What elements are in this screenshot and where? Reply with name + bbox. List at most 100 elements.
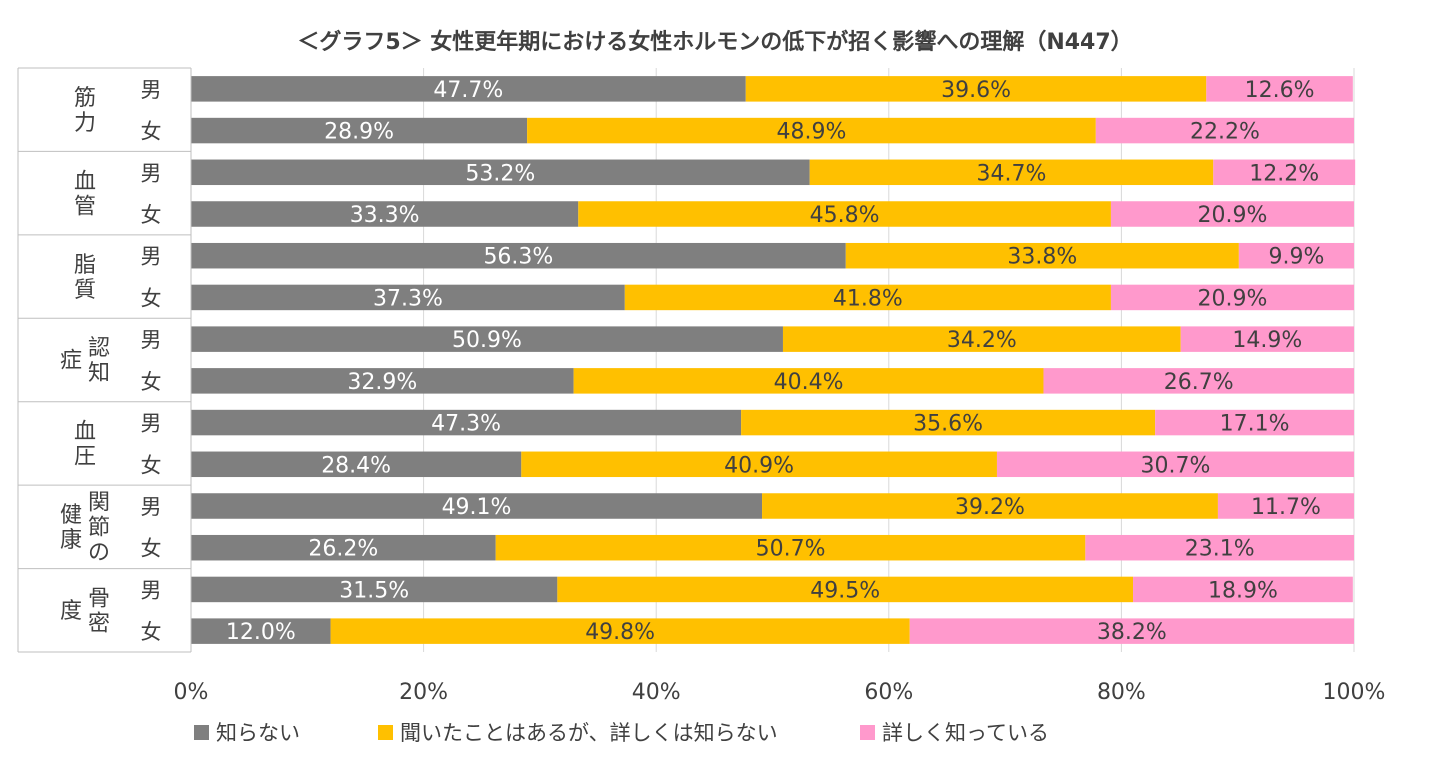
row-label: 男 <box>141 412 162 436</box>
bar-segment <box>191 284 625 311</box>
x-tick-label: 80% <box>1097 680 1146 705</box>
row-label: 男 <box>141 245 162 269</box>
data-label: 23.1% <box>1185 537 1255 562</box>
data-label: 18.9% <box>1208 578 1278 603</box>
row-label: 男 <box>141 578 162 602</box>
data-label: 28.4% <box>321 453 391 478</box>
data-labels: 47.7% 39.6% 12.6% 28.9% 48.9% 22.2% 53.2% 34.7%… <box>226 78 1325 645</box>
legend-swatch <box>378 725 393 740</box>
data-label: 56.3% <box>483 245 553 270</box>
bar-segment <box>1206 76 1353 102</box>
bar-segment <box>191 493 763 519</box>
data-label: 12.6% <box>1245 78 1315 103</box>
data-label: 22.2% <box>1190 120 1260 145</box>
data-label: 50.9% <box>452 328 522 353</box>
data-label: 35.6% <box>913 412 983 437</box>
data-label: 26.7% <box>1164 370 1234 395</box>
data-label: 45.8% <box>810 203 880 228</box>
group-label-char: の <box>88 541 110 566</box>
data-label: 14.9% <box>1232 328 1302 353</box>
data-label: 9.9% <box>1268 245 1324 270</box>
data-label: 39.6% <box>941 78 1011 103</box>
data-label: 38.2% <box>1097 620 1167 645</box>
group-label-char: 節 <box>88 516 110 541</box>
bar-segment <box>527 117 1096 144</box>
group-label-char: 力 <box>74 111 96 136</box>
legend-swatch <box>194 725 209 740</box>
bar-segment <box>191 159 810 186</box>
data-label: 32.9% <box>347 370 417 395</box>
data-label: 40.9% <box>724 453 794 478</box>
row-label: 男 <box>141 161 162 185</box>
bar-segment <box>557 576 1134 603</box>
bar-segment <box>741 409 1156 436</box>
group-label-char: 健 <box>60 503 82 528</box>
group-label-char: 管 <box>74 194 96 219</box>
data-label: 49.1% <box>442 495 512 520</box>
bar-segment <box>1095 117 1354 144</box>
group-label-char: 圧 <box>74 445 96 470</box>
row-label: 女 <box>141 203 162 227</box>
bar-segment <box>191 201 579 227</box>
row-label: 女 <box>141 370 162 394</box>
bar-segment <box>191 368 574 394</box>
bar-segment <box>1085 534 1354 561</box>
row-label: 女 <box>141 537 162 561</box>
data-label: 50.7% <box>756 537 826 562</box>
row-label: 女 <box>141 120 162 144</box>
data-label: 47.3% <box>431 412 501 437</box>
group-label-char: 関 <box>88 491 110 516</box>
gridlines <box>190 68 1355 652</box>
bar-segment <box>191 326 783 352</box>
data-label: 11.7% <box>1251 495 1321 520</box>
data-label: 33.3% <box>350 203 420 228</box>
data-label: 34.7% <box>977 161 1047 186</box>
group-label-char: 密 <box>88 611 110 636</box>
x-tick-label: 0% <box>174 680 209 705</box>
data-label: 20.9% <box>1198 203 1268 228</box>
bar-segment <box>191 117 528 144</box>
bar-segment <box>1133 576 1353 603</box>
data-label: 12.0% <box>226 620 296 645</box>
bar-segment <box>521 451 997 478</box>
x-tick-label: 40% <box>632 680 681 705</box>
bars <box>191 76 1356 644</box>
group-label-char: 筋 <box>74 86 96 111</box>
data-label: 48.9% <box>777 120 847 145</box>
data-label: 26.2% <box>308 537 378 562</box>
x-axis-ticks: 0% 20% 40% 60% 80% 100% <box>174 680 1386 705</box>
bar-segment <box>1043 368 1354 394</box>
bar-segment <box>782 326 1181 352</box>
x-tick-label: 100% <box>1323 680 1386 705</box>
data-label: 39.2% <box>955 495 1025 520</box>
bar-segment <box>191 534 496 561</box>
data-label: 28.9% <box>324 120 394 145</box>
data-label: 31.5% <box>339 578 409 603</box>
bar-segment <box>996 451 1354 478</box>
data-label: 40.4% <box>774 370 844 395</box>
legend: 知らない 聞いたことはあるが、詳しくは知らない 詳しく知っている <box>194 721 1049 745</box>
bar-segment <box>330 618 910 644</box>
data-label: 17.1% <box>1220 412 1290 437</box>
bar-segment <box>573 368 1044 394</box>
bar-segment <box>578 201 1111 227</box>
group-label-char: 脂 <box>74 253 96 278</box>
data-label: 12.2% <box>1249 161 1319 186</box>
bar-segment <box>191 451 522 478</box>
group-label-char: 血 <box>74 169 96 194</box>
data-label: 33.8% <box>1007 245 1077 270</box>
group-label-char: 症 <box>60 349 82 374</box>
data-label: 37.3% <box>373 286 443 311</box>
bar-segment <box>191 576 558 603</box>
row-label: 女 <box>141 286 162 310</box>
bar-segment <box>191 409 742 436</box>
data-label: 49.5% <box>810 578 880 603</box>
data-label: 53.2% <box>465 161 535 186</box>
data-label: 30.7% <box>1141 453 1211 478</box>
legend-swatch <box>860 725 875 740</box>
bar-segment <box>1155 409 1354 436</box>
bar-segment <box>1110 284 1354 311</box>
x-tick-label: 20% <box>399 680 448 705</box>
bar-segment <box>624 284 1111 311</box>
